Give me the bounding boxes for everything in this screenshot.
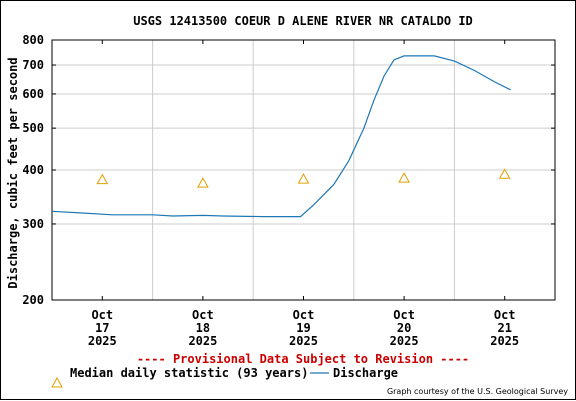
median-marker (96, 173, 109, 185)
y-tick-label: 400 (22, 163, 44, 177)
x-tick-label: 19 (296, 321, 310, 335)
x-tick-label: 17 (95, 321, 109, 335)
x-tick-label: 2025 (289, 334, 318, 348)
x-tick-label: Oct (494, 308, 516, 322)
x-tick-label: 2025 (490, 334, 519, 348)
median-marker (197, 177, 209, 188)
discharge-series-line (51, 55, 511, 218)
legend-median-triangle-icon (51, 376, 63, 388)
x-tick-label: Oct (293, 308, 315, 322)
x-tick-label: Oct (192, 308, 214, 322)
x-axis-ticks: Oct172025Oct182025Oct192025Oct202025Oct2… (88, 40, 519, 348)
grid-lines (52, 40, 555, 300)
chart-title: USGS 12413500 COEUR D ALENE RIVER NR CAT… (133, 14, 473, 28)
x-tick-label: 2025 (188, 334, 217, 348)
y-tick-label: 200 (22, 293, 44, 307)
x-tick-label: 18 (196, 321, 210, 335)
x-tick-label: Oct (393, 308, 415, 322)
y-tick-label: 500 (22, 121, 44, 135)
legend-median-label: Median daily statistic (93 years) (70, 366, 308, 380)
y-tick-label: 600 (22, 87, 44, 101)
x-tick-label: 2025 (88, 334, 117, 348)
y-tick-label: 700 (22, 58, 44, 72)
median-markers (96, 168, 511, 188)
median-marker (297, 173, 310, 184)
x-tick-label: Oct (91, 308, 113, 322)
x-tick-label: 2025 (390, 334, 419, 348)
x-tick-label: 20 (397, 321, 411, 335)
y-axis-ticks: 200 300 400 500 600 700 800 (22, 33, 555, 307)
legend: Median daily statistic (93 years) Discha… (51, 366, 398, 388)
y-axis-label: Discharge, cubic feet per second (6, 57, 20, 288)
y-tick-label: 800 (22, 33, 44, 47)
usgs-credit: Graph courtesy of the U.S. Geological Su… (387, 387, 568, 396)
provisional-note: ---- Provisional Data Subject to Revisio… (137, 352, 469, 366)
x-tick-label: 21 (497, 321, 511, 335)
median-marker (498, 168, 511, 179)
y-tick-label: 300 (22, 217, 44, 231)
legend-discharge-label: Discharge (333, 366, 398, 380)
median-marker (398, 172, 410, 183)
